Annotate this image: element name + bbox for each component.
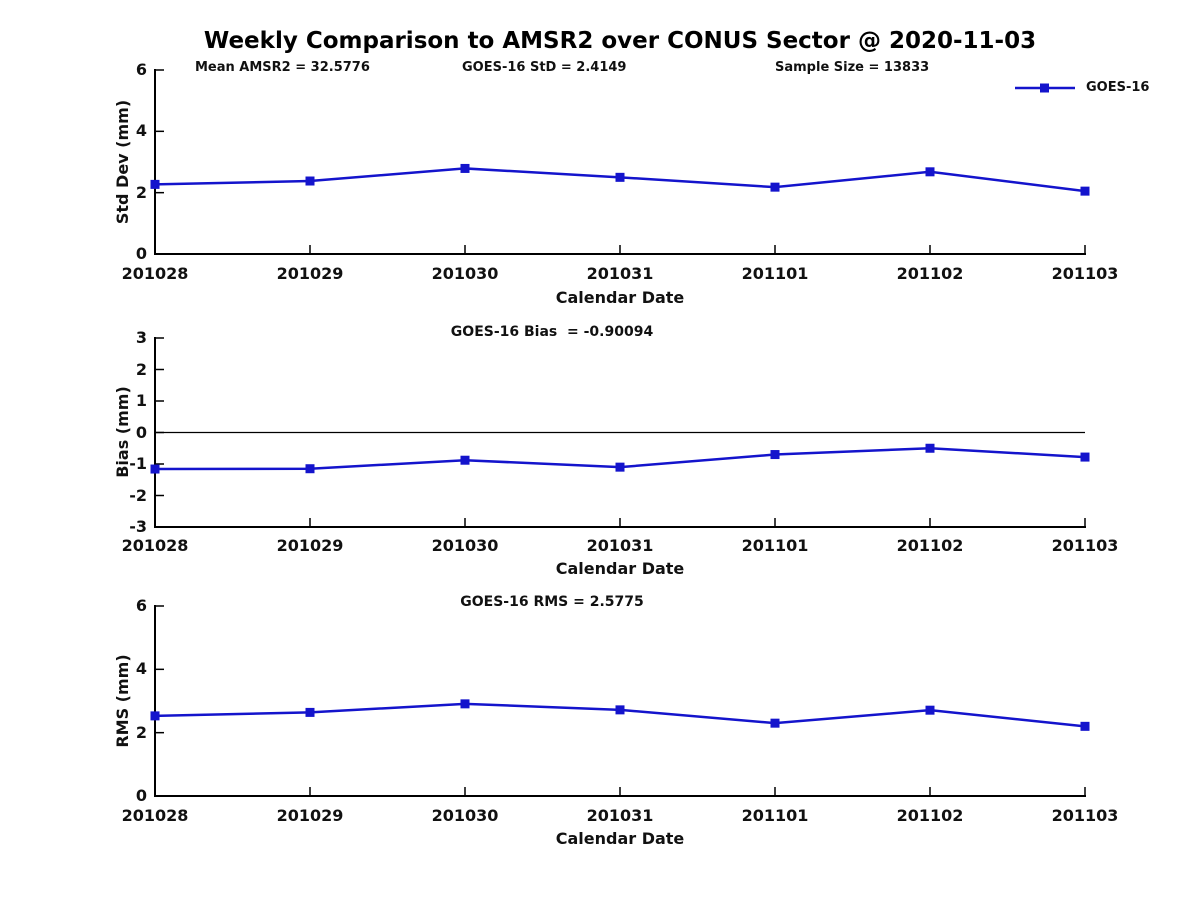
- y-tick-label: 2: [135, 182, 147, 202]
- x-tick-label: 201103: [1051, 264, 1119, 283]
- x-tick-label: 201030: [431, 806, 499, 825]
- x-tick-label: 201030: [431, 536, 499, 555]
- x-tick-label: 201101: [741, 536, 809, 555]
- y-tick-label: 3: [135, 328, 147, 347]
- data-point-marker: [925, 705, 935, 715]
- data-point-marker: [770, 182, 780, 192]
- data-point-marker: [305, 176, 315, 186]
- data-point-marker: [1080, 452, 1090, 462]
- data-point-marker: [770, 718, 780, 728]
- y-tick-label: 1: [135, 391, 147, 410]
- x-tick-label: 201029: [276, 536, 344, 555]
- data-point-marker: [460, 455, 470, 465]
- y-tick-label: 4: [135, 121, 147, 141]
- x-tick-label: 201102: [896, 806, 964, 825]
- x-tick-label: 201028: [121, 536, 189, 555]
- x-tick-label: 201103: [1051, 536, 1119, 555]
- x-axis-title-panel2: Calendar Date: [555, 559, 685, 578]
- data-point-marker: [615, 172, 625, 182]
- data-point-marker: [1080, 186, 1090, 196]
- y-tick-label: 0: [135, 786, 147, 805]
- y-tick-label: 4: [135, 659, 147, 679]
- x-tick-label: 201103: [1051, 806, 1119, 825]
- data-point-marker: [925, 167, 935, 177]
- data-point-marker: [305, 707, 315, 717]
- legend-marker-square: [1040, 83, 1049, 93]
- data-point-marker: [770, 450, 780, 460]
- x-tick-label: 201101: [741, 264, 809, 283]
- y-axis-title-rms: RMS (mm): [113, 654, 132, 748]
- x-tick-label: 201101: [741, 806, 809, 825]
- data-point-marker: [615, 462, 625, 472]
- x-tick-label: 201102: [896, 264, 964, 283]
- y-axis-title-std-dev: Std Dev (mm): [113, 99, 132, 225]
- y-tick-label: -1: [129, 454, 147, 473]
- x-tick-label: 201102: [896, 536, 964, 555]
- data-point-marker: [1080, 721, 1090, 731]
- data-point-marker: [150, 711, 160, 721]
- x-tick-label: 201028: [121, 806, 189, 825]
- x-tick-label: 201029: [276, 264, 344, 283]
- legend-line-sample: [1015, 83, 1075, 93]
- figure-title: Weekly Comparison to AMSR2 over CONUS Se…: [203, 28, 1037, 54]
- data-point-marker: [460, 163, 470, 173]
- x-tick-label: 201031: [586, 536, 654, 555]
- data-point-marker: [150, 464, 160, 474]
- x-tick-label: 201028: [121, 264, 189, 283]
- data-point-marker: [150, 179, 160, 189]
- annotation-sample-size: Sample Size = 13833: [775, 60, 930, 75]
- x-tick-label: 201031: [586, 264, 654, 283]
- data-point-marker: [305, 464, 315, 474]
- y-tick-label: 6: [135, 60, 147, 79]
- y-tick-label: 6: [135, 596, 147, 615]
- panel-title-rms: GOES-16 RMS = 2.5775: [460, 594, 644, 610]
- y-tick-label: -2: [129, 485, 147, 505]
- x-axis-title-panel1: Calendar Date: [555, 288, 685, 307]
- data-point-marker: [615, 705, 625, 715]
- annotation-goes16-std: GOES-16 StD = 2.4149: [462, 60, 627, 75]
- panel-title-bias: GOES-16 Bias = -0.90094: [450, 324, 654, 340]
- y-tick-label: -3: [129, 517, 147, 536]
- data-point-marker: [925, 443, 935, 453]
- y-tick-label: 2: [135, 722, 147, 742]
- x-tick-label: 201029: [276, 806, 344, 825]
- y-tick-label: 0: [135, 244, 147, 263]
- data-point-marker: [460, 699, 470, 709]
- legend-label: GOES-16: [1086, 80, 1150, 95]
- y-tick-label: 0: [135, 422, 147, 442]
- x-axis-title-panel3: Calendar Date: [555, 829, 685, 848]
- annotation-mean-amsr2: Mean AMSR2 = 32.5776: [195, 60, 370, 75]
- x-tick-label: 201030: [431, 264, 499, 283]
- x-tick-label: 201031: [586, 806, 654, 825]
- y-tick-label: 2: [135, 359, 147, 379]
